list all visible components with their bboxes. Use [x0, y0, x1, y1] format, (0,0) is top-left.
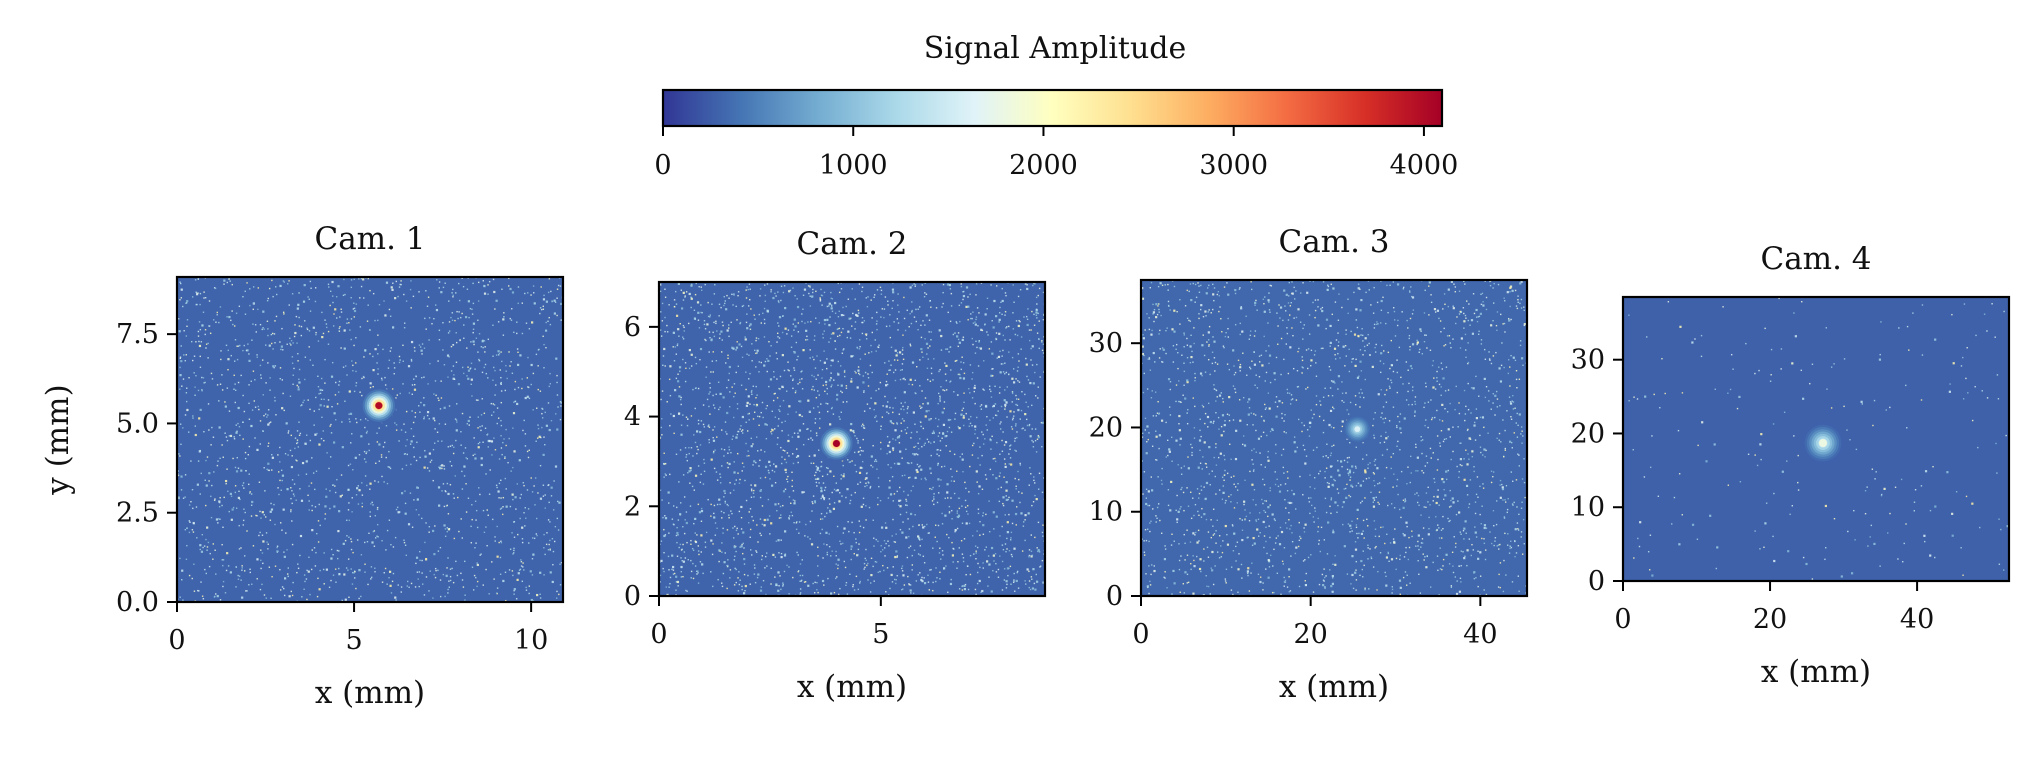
signal-spot: [1802, 422, 1844, 464]
panel-cam-3: Cam. 3 0 20 40 0 10 20 30 x (mm): [1089, 224, 1529, 705]
colorbar-tick-label: 2000: [1009, 150, 1078, 181]
y-tick-label: 10: [1571, 492, 1605, 523]
x-tick-label: 0: [650, 619, 667, 650]
y-tick-label: 20: [1089, 412, 1123, 443]
colorbar-tick-label: 4000: [1390, 150, 1459, 181]
axes-frame: [1139, 278, 1529, 598]
x-tick-label: 0: [1614, 604, 1631, 635]
axes-frame: [657, 280, 1047, 598]
y-tick-label: 2: [624, 491, 641, 522]
x-tick-label: 10: [514, 625, 548, 656]
y-tick-label: 20: [1571, 418, 1605, 449]
colorbar-tick-label: 1000: [819, 150, 888, 181]
x-tick-label: 5: [345, 625, 362, 656]
panel-cam-2: Cam. 2 0 5 0 2 4 6 x (mm): [624, 226, 1047, 705]
y-tick-label: 0: [1588, 566, 1605, 597]
x-tick-label: 20: [1293, 619, 1327, 650]
y-tick-label: 0.0: [116, 587, 159, 618]
x-axis-label: x (mm): [1761, 654, 1871, 690]
axes-frame: [175, 275, 565, 604]
y-tick-label: 2.5: [116, 498, 159, 529]
x-tick-label: 5: [872, 619, 889, 650]
y-tick-label: 4: [624, 402, 641, 433]
y-tick-label: 0: [624, 581, 641, 612]
y-tick-label: 7.5: [116, 319, 159, 350]
heatmap-noise: [177, 277, 563, 602]
y-tick-label: 30: [1089, 328, 1123, 359]
axes-frame: [1621, 295, 2011, 583]
colorbar-label: Signal Amplitude: [924, 31, 1187, 66]
x-tick-label: 40: [1900, 604, 1934, 635]
x-tick-label: 0: [1132, 619, 1149, 650]
signal-spot: [1343, 414, 1372, 444]
heatmap-background: [1141, 280, 1527, 596]
y-axis-label: y (mm): [40, 384, 76, 495]
colorbar-gradient: [661, 88, 1444, 128]
panel-cam-1: Cam. 1 0 5 10 0.0 2.5 5.0 7.5 x (mm) y (mm): [40, 221, 565, 711]
heatmap-noise: [1141, 280, 1527, 596]
panel-title: Cam. 4: [1760, 241, 1871, 277]
y-tick-label: 0: [1106, 581, 1123, 612]
signal-spot: [818, 425, 855, 462]
panel-cam-4: Cam. 4 0 20 40 0 10 20 30 x (mm): [1571, 241, 2011, 690]
x-tick-label: 0: [168, 625, 185, 656]
signal-spot: [360, 387, 398, 424]
colorbar-tick-label: 0: [654, 150, 671, 181]
colorbar-ticks: 0 1000 2000 3000 4000: [654, 126, 1458, 181]
x-tick-label: 40: [1463, 619, 1497, 650]
y-tick-label: 30: [1571, 345, 1605, 376]
heatmap-noise: [659, 282, 1045, 596]
panel-title: Cam. 3: [1278, 224, 1389, 260]
y-tick-label: 10: [1089, 497, 1123, 528]
panel-title: Cam. 1: [314, 221, 425, 257]
x-axis-label: x (mm): [315, 675, 425, 711]
x-axis-label: x (mm): [1279, 669, 1389, 705]
x-tick-label: 20: [1753, 604, 1787, 635]
x-axis-label: x (mm): [797, 669, 907, 705]
y-tick-label: 6: [624, 312, 641, 343]
y-tick-label: 5.0: [116, 408, 159, 439]
panel-title: Cam. 2: [796, 226, 907, 262]
colorbar: Signal Amplitude 0 1000 2000 3000 4000: [654, 31, 1458, 181]
colorbar-tick-label: 3000: [1199, 150, 1268, 181]
